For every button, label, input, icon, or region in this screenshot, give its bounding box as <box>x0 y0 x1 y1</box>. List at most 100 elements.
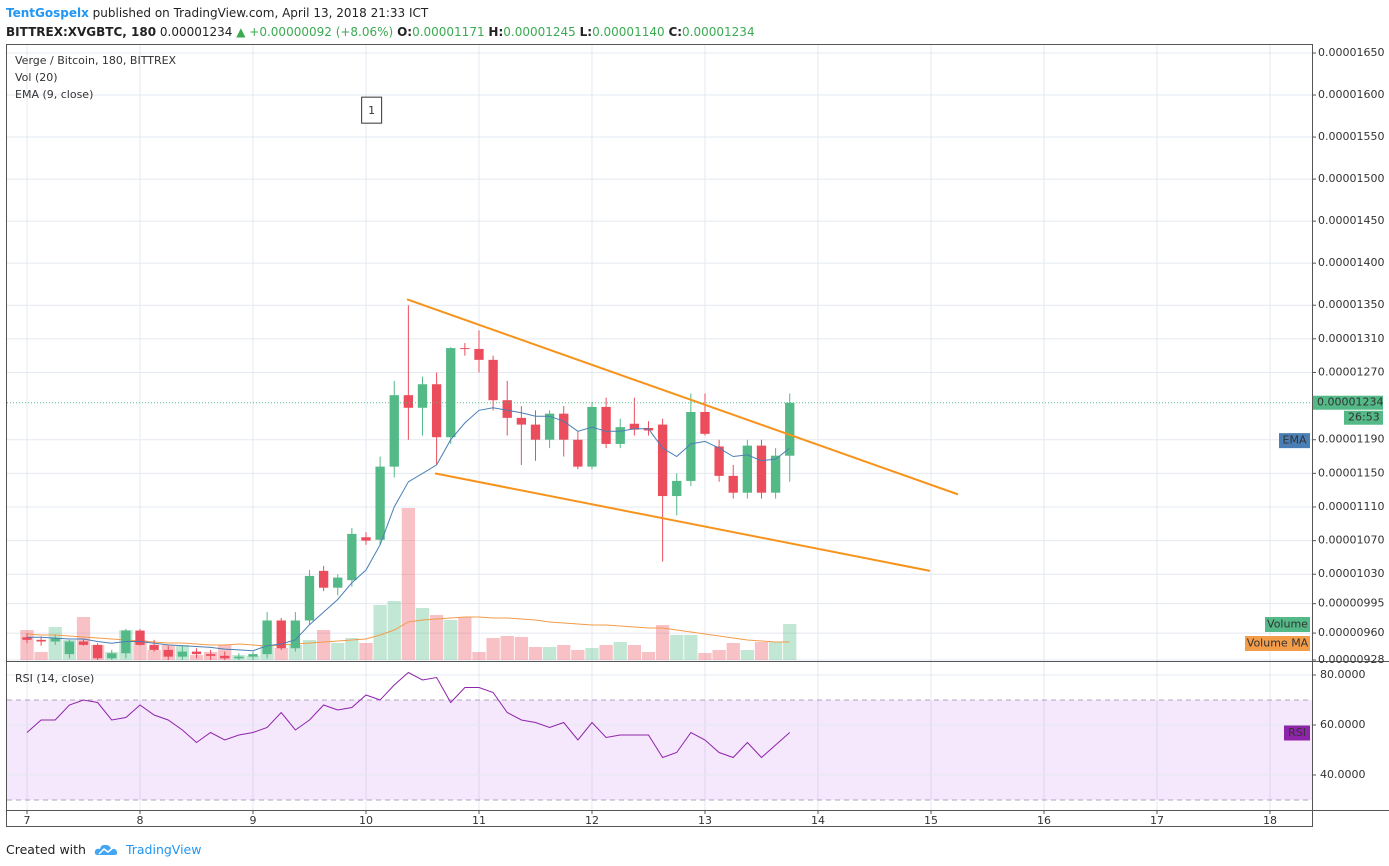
volume-bar <box>768 642 783 660</box>
y-tick-label: 0.00001190 <box>1318 433 1384 446</box>
y-tick-label: 0.00001450 <box>1318 214 1384 227</box>
volume-bar <box>359 643 373 660</box>
y-tick-label: 0.00001270 <box>1318 365 1384 378</box>
volume-bar <box>783 624 797 660</box>
y-tick-label: 0.00001550 <box>1318 130 1384 143</box>
volume-bar <box>288 645 303 660</box>
volume-bar <box>599 645 613 660</box>
candle-body <box>601 406 611 444</box>
author: TentGospelx <box>6 6 89 20</box>
c: 0.00001234 <box>682 25 755 39</box>
x-tick-label: 10 <box>359 814 373 827</box>
candle-body <box>615 427 625 444</box>
x-tick-label: 14 <box>811 814 825 827</box>
candle-body <box>290 620 301 649</box>
volume-bar <box>415 608 430 660</box>
candle-body <box>474 348 484 360</box>
last-price-box <box>1313 395 1383 410</box>
volume-ma-tag-label: Volume MA <box>1247 637 1309 650</box>
candle-body <box>177 651 188 657</box>
candle-body <box>64 641 75 655</box>
candle-body <box>446 348 456 438</box>
y-tick-label: 0.00001310 <box>1318 332 1384 345</box>
change: ▲ +0.00000092 (+8.06%) <box>236 25 394 39</box>
volume-bar <box>571 650 585 660</box>
trendline <box>434 472 931 572</box>
volume-bar <box>486 638 500 660</box>
candle-body <box>657 424 668 497</box>
candle-body <box>135 630 145 645</box>
candle-body <box>347 533 357 581</box>
candle-body <box>770 455 781 493</box>
volume-bar <box>331 643 345 660</box>
ema-legend: EMA (9, close) <box>15 88 93 101</box>
header: TentGospelx published on TradingView.com… <box>6 4 755 42</box>
rsi-tick-label: 60.0000 <box>1320 718 1366 731</box>
y-tick-label: 0.00001150 <box>1318 466 1384 479</box>
rsi-tick-label: 40.0000 <box>1320 768 1366 781</box>
volume-bar <box>147 650 161 660</box>
annotation-box <box>361 96 383 124</box>
background <box>7 45 1312 810</box>
y-tick-label: 0.00001600 <box>1318 88 1384 101</box>
candle-body <box>78 641 89 645</box>
y-tick-label: 0.00000960 <box>1318 626 1384 639</box>
candle-body <box>587 406 597 467</box>
l-label: L: <box>579 25 593 39</box>
annotation-text: 1 <box>368 104 375 117</box>
candle-body <box>686 411 696 481</box>
volume-bar <box>585 648 599 660</box>
volume-bar <box>557 645 571 660</box>
x-tick-label: 12 <box>585 814 599 827</box>
volume-bar <box>754 642 769 660</box>
volume-bar <box>373 605 387 660</box>
countdown-box <box>1344 410 1383 425</box>
x-tick-label: 11 <box>472 814 486 827</box>
candle-body <box>573 439 583 467</box>
candle-body <box>262 620 272 655</box>
x-tick-label: 7 <box>24 814 31 827</box>
footer: Created with TradingView <box>6 840 201 857</box>
rsi-band <box>7 700 1312 800</box>
x-tick-label: 8 <box>136 814 143 827</box>
candle-body <box>22 637 32 640</box>
candle-body <box>417 384 428 408</box>
y-tick-label: 0.00001350 <box>1318 298 1384 311</box>
h-label: H: <box>488 25 504 39</box>
candle-body <box>559 413 569 440</box>
l: 0.00001140 <box>592 25 665 39</box>
volume-bar <box>684 635 698 660</box>
candle-body <box>460 348 470 350</box>
candle-body <box>36 639 46 642</box>
countdown-label: 26:53 <box>1348 411 1380 424</box>
candle-body <box>107 653 117 659</box>
publish-line: TentGospelx published on TradingView.com… <box>6 4 755 23</box>
candle-body <box>276 620 286 649</box>
ema-tag-box <box>1279 433 1310 449</box>
candle-body <box>191 651 202 655</box>
y-tick-label: 0.00001030 <box>1318 567 1384 580</box>
o: 0.00001171 <box>412 25 485 39</box>
ema-line <box>27 407 791 652</box>
quote-line: BITTREX:XVGBTC, 180 0.00001234 ▲ +0.0000… <box>6 23 755 42</box>
candle-body <box>318 570 329 588</box>
candle-body <box>389 395 399 467</box>
volume-bar <box>528 647 543 660</box>
created: Created with <box>6 842 86 857</box>
candle-body <box>530 424 541 440</box>
volume-tag-box <box>1265 617 1310 632</box>
volume-ma-tag-box <box>1245 636 1310 651</box>
candle-body <box>488 359 498 401</box>
volume-bar <box>302 640 317 660</box>
candle-body <box>163 649 173 657</box>
y-tick-label: 0.00001110 <box>1318 500 1384 513</box>
volume-bar <box>429 615 444 660</box>
candle-body <box>431 384 442 438</box>
c-label: C: <box>668 25 683 39</box>
candle-body <box>234 656 244 659</box>
rsi-tag-box <box>1284 725 1310 741</box>
brand: TradingView <box>125 842 202 857</box>
candle-body <box>92 644 103 659</box>
y-tick-label: 0.00001500 <box>1318 172 1384 185</box>
